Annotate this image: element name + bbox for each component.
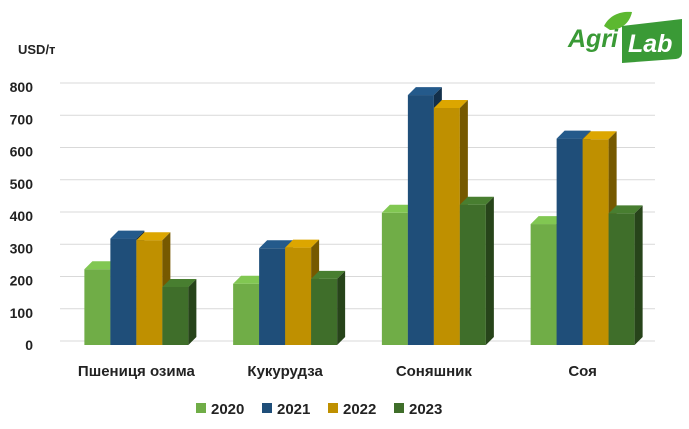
- x-category-label: Пшениця озима: [78, 363, 196, 380]
- legend-label: 2021: [277, 401, 310, 418]
- x-category-label: Кукурудза: [247, 363, 323, 380]
- bars: [84, 87, 643, 346]
- y-tick-label: 200: [10, 273, 34, 289]
- bar-top: [110, 230, 145, 239]
- bar-side: [337, 270, 346, 345]
- bar-front: [556, 138, 583, 345]
- bar-front: [608, 213, 635, 345]
- bar-front: [433, 107, 460, 346]
- bar-top: [582, 131, 617, 140]
- bar-top: [84, 261, 119, 270]
- bar-top: [259, 240, 294, 249]
- bar-top: [407, 87, 442, 96]
- bar-front: [259, 248, 286, 345]
- bar-2023: [459, 196, 494, 345]
- legend-label: 2022: [343, 401, 376, 418]
- bar-front: [407, 95, 434, 345]
- bar-top: [233, 275, 268, 284]
- legend-swatch: [262, 403, 272, 413]
- bar-2022: [285, 239, 320, 345]
- x-category-label: Соя: [568, 363, 597, 380]
- bar-front: [530, 224, 557, 345]
- bar-top: [285, 239, 320, 248]
- agrilab-logo: Agri Lab: [567, 11, 682, 63]
- bar-front: [110, 238, 137, 345]
- y-axis-ticks: 0 100 200 300 400 500 600 700 800: [10, 79, 34, 353]
- legend-swatch: [196, 403, 206, 413]
- y-tick-label: 100: [10, 305, 34, 321]
- bar-front: [233, 283, 260, 345]
- legend-label: 2020: [211, 401, 244, 418]
- bar-front: [162, 286, 189, 345]
- legend-item-2023: 2023: [394, 401, 442, 418]
- y-tick-label: 600: [10, 144, 34, 160]
- leaf-icon: [604, 11, 632, 30]
- logo-text-lab: Lab: [628, 30, 672, 58]
- legend-item-2021: 2021: [262, 401, 310, 418]
- y-tick-label: 300: [10, 240, 34, 256]
- legend-swatch: [394, 403, 404, 413]
- x-axis-category-labels: Пшениця озима Кукурудза Соняшник Соя: [78, 363, 597, 380]
- bar-top: [459, 196, 494, 205]
- bar-top: [556, 130, 591, 139]
- y-tick-label: 500: [10, 176, 34, 192]
- bar-front: [84, 269, 111, 345]
- bar-front: [311, 278, 338, 345]
- y-tick-label: 800: [10, 79, 34, 95]
- logo-badge: [622, 19, 682, 63]
- bar-top: [162, 278, 197, 287]
- bar-2023: [162, 278, 197, 345]
- legend: 2020 2021 2022 2023: [196, 401, 442, 418]
- bar-front: [136, 240, 163, 345]
- y-tick-label: 700: [10, 111, 34, 127]
- bar-front: [459, 204, 486, 345]
- legend-label: 2023: [409, 401, 442, 418]
- legend-swatch: [328, 403, 338, 413]
- y-tick-label: 0: [25, 337, 33, 353]
- bar-top: [381, 204, 416, 213]
- bar-side: [485, 196, 494, 345]
- y-axis-unit-label: USD/т: [18, 42, 55, 57]
- bar-top: [136, 232, 171, 241]
- logo-text-agri: Agri: [567, 25, 619, 53]
- bar-front: [285, 247, 312, 345]
- bar-top: [608, 205, 643, 214]
- bar-top: [433, 99, 468, 108]
- bar-top: [530, 216, 565, 225]
- bar-front: [582, 139, 609, 345]
- y-tick-label: 400: [10, 208, 34, 224]
- bar-2023: [311, 270, 346, 345]
- bar-side: [634, 205, 643, 345]
- bar-top: [311, 270, 346, 279]
- bar-side: [188, 278, 197, 345]
- bar-2023: [608, 205, 643, 345]
- x-category-label: Соняшник: [396, 363, 473, 380]
- bar-front: [381, 212, 408, 345]
- legend-item-2022: 2022: [328, 401, 376, 418]
- legend-item-2020: 2020: [196, 401, 244, 418]
